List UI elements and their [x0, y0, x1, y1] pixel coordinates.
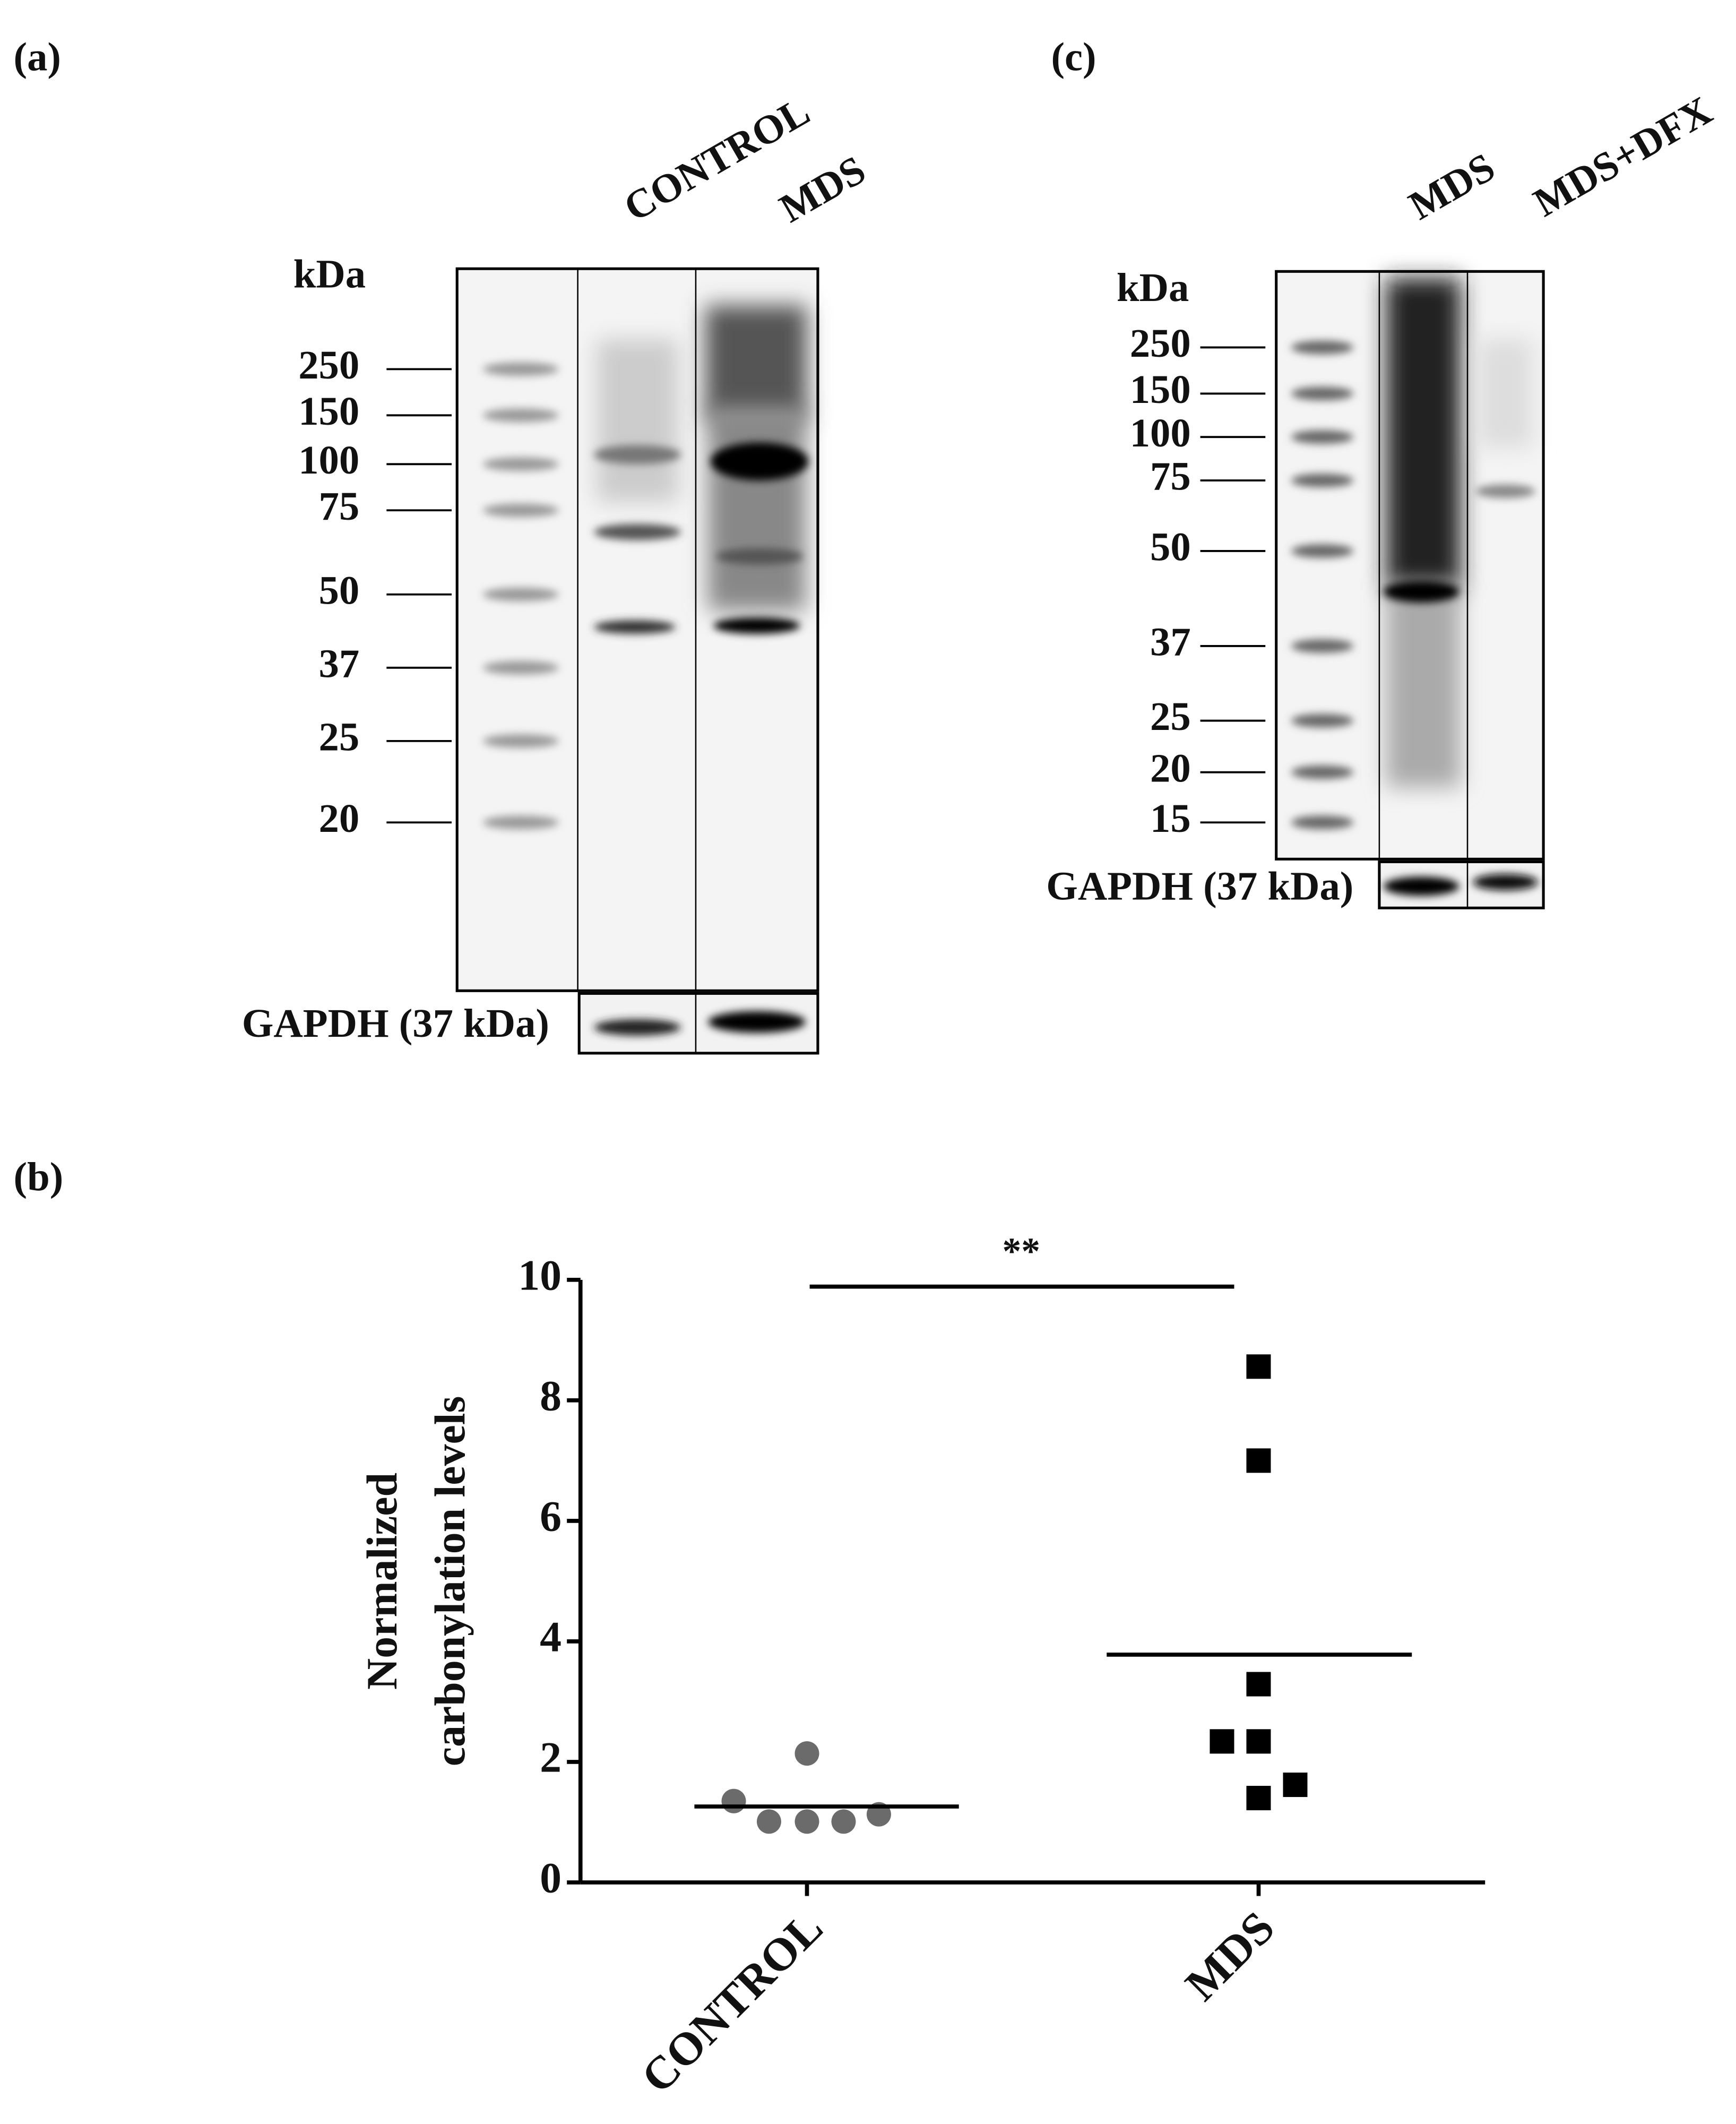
band	[1473, 874, 1538, 891]
ladder-band	[482, 815, 559, 830]
band	[1475, 484, 1535, 498]
data-point	[794, 1741, 819, 1766]
kda-label: kDa	[1117, 265, 1189, 310]
data-point	[1246, 1354, 1271, 1379]
ladder-band	[1291, 765, 1354, 779]
band	[713, 617, 800, 634]
marker-label: 20	[319, 796, 360, 841]
data-point	[831, 1809, 856, 1834]
band	[1383, 876, 1459, 896]
marker-label: 150	[1130, 367, 1191, 412]
smear	[707, 407, 806, 611]
data-point	[721, 1788, 746, 1813]
band	[594, 1019, 681, 1036]
ladder-band	[1291, 340, 1354, 355]
y-tick-label: 4	[540, 1613, 562, 1661]
ladder-band	[1291, 815, 1354, 830]
x-tick-label: MDS	[1176, 1902, 1284, 2010]
panel-label: (a)	[14, 35, 61, 80]
smear	[597, 339, 678, 502]
x-tick-label: CONTROL	[632, 1902, 832, 2103]
panel-label: (c)	[1051, 35, 1096, 80]
marker-label: 25	[319, 714, 360, 759]
marker-label: 250	[1130, 321, 1191, 366]
marker-label: 150	[298, 389, 359, 434]
smear	[705, 305, 807, 421]
blot-a	[455, 267, 819, 1055]
marker-label: 20	[1150, 745, 1191, 790]
ladder-band	[1291, 386, 1354, 401]
ladder-band	[482, 734, 559, 748]
marker-label: 37	[1150, 620, 1191, 665]
marker-label: 25	[1150, 694, 1191, 739]
y-tick-label: 0	[540, 1854, 562, 1902]
ladder-band	[1291, 474, 1354, 487]
band	[594, 445, 681, 465]
data-point	[1246, 1448, 1271, 1473]
smear	[1386, 278, 1461, 591]
ladder-band	[482, 362, 559, 376]
ladder-band	[482, 661, 559, 675]
ladder-band	[1291, 639, 1354, 653]
y-axis-label: Normalized	[358, 1473, 406, 1690]
marker-label: 50	[1150, 524, 1191, 570]
marker-label: 100	[298, 437, 359, 483]
data-point	[1246, 1672, 1271, 1697]
lane-label: MDS+DFX	[1526, 88, 1719, 225]
smear	[1386, 583, 1461, 787]
band	[716, 548, 803, 565]
y-axis-label: carbonylation levels	[426, 1396, 474, 1767]
blot-c	[1275, 270, 1545, 909]
data-point	[794, 1809, 819, 1834]
marker-label: 75	[1150, 454, 1191, 499]
lane-label: MDS	[772, 147, 873, 231]
y-tick-label: 2	[540, 1733, 562, 1782]
marker-label: 37	[319, 641, 360, 686]
band	[707, 1011, 806, 1033]
data-point	[1246, 1729, 1271, 1754]
data-point	[756, 1809, 781, 1834]
blot-frame	[455, 267, 819, 992]
lane-label: MDS	[1401, 144, 1502, 229]
significance-label: **	[1003, 1231, 1041, 1272]
ladder-band	[1291, 544, 1354, 558]
band	[711, 442, 809, 481]
ladder-band	[482, 408, 559, 423]
marker-label: 250	[298, 342, 359, 388]
data-point	[1210, 1729, 1234, 1754]
gapdh-label: GAPDH (37 kDa)	[242, 1001, 549, 1046]
band	[594, 523, 681, 540]
y-tick-label: 8	[540, 1372, 562, 1420]
ladder-band	[482, 503, 559, 518]
data-point	[1246, 1786, 1271, 1811]
ladder-band	[1291, 430, 1354, 444]
gapdh-label: GAPDH (37 kDa)	[1046, 864, 1353, 909]
ladder-band	[482, 457, 559, 471]
y-tick-label: 10	[518, 1251, 562, 1300]
marker-label: 100	[1130, 410, 1191, 455]
panel-label: (b)	[14, 1154, 64, 1199]
y-tick-label: 6	[540, 1492, 562, 1541]
marker-label: 15	[1150, 796, 1191, 841]
smear	[1478, 339, 1533, 448]
kda-label: kDa	[293, 252, 366, 297]
ladder-band	[482, 587, 559, 601]
band	[1383, 581, 1459, 603]
blot-frame	[1275, 270, 1545, 861]
marker-label: 75	[319, 484, 360, 529]
bands	[594, 305, 809, 634]
ladder-band	[1291, 713, 1354, 728]
data-point	[1283, 1773, 1308, 1798]
marker-label: 50	[319, 567, 360, 613]
band	[594, 620, 676, 634]
